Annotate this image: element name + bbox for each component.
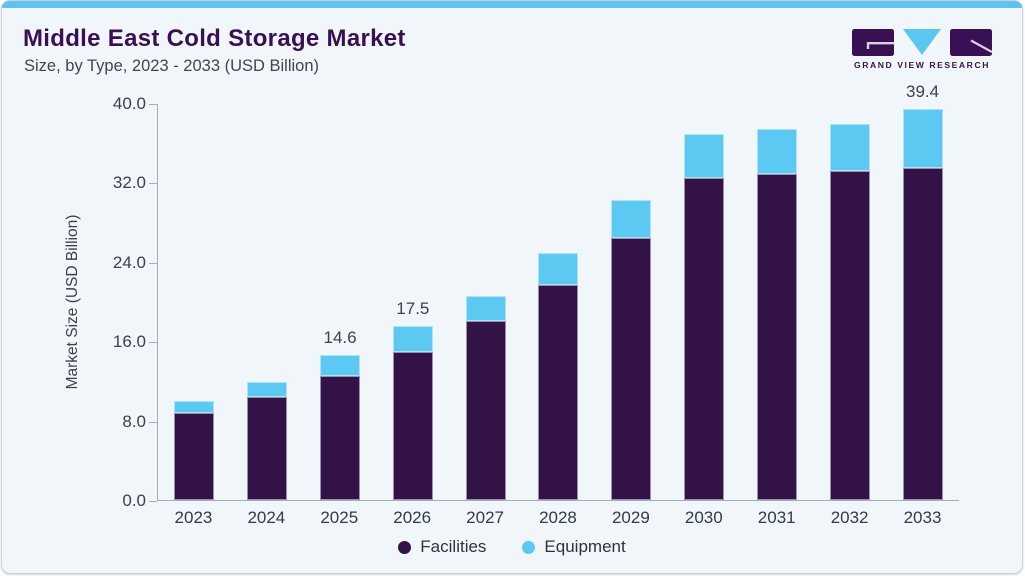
y-tick-label: 32.0 <box>112 173 146 193</box>
gvr-logo-icon <box>852 29 992 56</box>
facilities-segment-2032 <box>829 171 870 500</box>
facilities-segment-2026 <box>392 352 433 500</box>
x-tick-label-2031: 2031 <box>757 508 796 527</box>
bar-2032 <box>829 123 870 500</box>
bar-2028 <box>538 252 579 500</box>
bar-slot-2032 <box>813 104 886 500</box>
y-tick-label: 8.0 <box>122 411 146 431</box>
facilities-segment-2030 <box>684 178 725 500</box>
plot-area: 14.6 17.5 39.4 0.0 8.0 16.0 24.0 32.0 40.0 <box>113 82 959 510</box>
bar-slot-2031 <box>741 104 814 500</box>
y-tick-mark <box>149 421 157 423</box>
facilities-segment-2031 <box>756 174 797 500</box>
page-subtitle: Size, by Type, 2023 - 2033 (USD Billion) <box>24 57 320 75</box>
y-tick-mark <box>149 501 157 502</box>
bar-slot-2033: 39.4 <box>886 82 959 500</box>
bar-value-label-2025: 14.6 <box>323 328 357 348</box>
x-tick-label-2026: 2026 <box>393 508 432 527</box>
grand-view-research-logo: GRAND VIEW RESEARCH <box>852 28 992 70</box>
x-tick-label-2023: 2023 <box>174 508 213 527</box>
y-tick-label: 24.0 <box>112 252 146 272</box>
x-tick-label-2032: 2032 <box>830 508 869 527</box>
equipment-segment-2027 <box>465 295 506 322</box>
bars-container: 14.6 17.5 39.4 <box>158 82 959 500</box>
bar-2024 <box>247 381 288 500</box>
legend-dot-icon <box>398 540 412 554</box>
bar-2025 <box>320 355 361 500</box>
bar-slot-2027 <box>449 104 522 500</box>
bar-slot-2026: 17.5 <box>376 104 449 500</box>
bar-slot-2028 <box>522 104 595 500</box>
bar-value-label-2033: 39.4 <box>905 81 940 101</box>
legend-label: Facilities <box>420 537 487 556</box>
page-title: Middle East Cold Storage Market <box>23 25 406 52</box>
x-tick-label-2030: 2030 <box>684 508 723 527</box>
equipment-segment-2030 <box>684 133 725 179</box>
x-tick-label-2028: 2028 <box>539 508 577 527</box>
y-tick-mark <box>149 262 157 264</box>
legend-dot-icon <box>522 540 536 554</box>
bar-2027 <box>465 295 506 500</box>
bar-slot-2023 <box>158 104 231 500</box>
bar-slot-2024 <box>231 104 304 500</box>
bar-2031 <box>756 128 797 500</box>
y-tick-mark <box>149 342 157 344</box>
y-tick-label: 40.0 <box>112 94 146 113</box>
bar-value-label-2026: 17.5 <box>396 299 430 319</box>
bar-2023 <box>174 400 215 500</box>
bar-slot-2030 <box>668 104 741 500</box>
bar-2030 <box>684 133 725 500</box>
equipment-segment-2032 <box>829 123 870 172</box>
facilities-segment-2027 <box>465 321 506 500</box>
x-tick-label-2025: 2025 <box>320 508 359 527</box>
equipment-segment-2033 <box>902 108 943 168</box>
legend-item-facilities: Facilities <box>398 537 486 557</box>
facilities-segment-2033 <box>902 167 943 500</box>
legend-item-equipment: Equipment <box>522 537 626 557</box>
accent-strip <box>2 1 1022 8</box>
x-tick-label-2024: 2024 <box>247 508 286 527</box>
y-tick-label: 16.0 <box>112 332 146 352</box>
y-tick-label: 0.0 <box>122 491 146 510</box>
bar-2026 <box>392 326 433 500</box>
equipment-segment-2023 <box>174 400 215 413</box>
x-tick-label-2033: 2033 <box>903 508 942 527</box>
bar-2033 <box>902 108 943 500</box>
facilities-segment-2028 <box>538 284 579 500</box>
facilities-segment-2024 <box>247 396 288 500</box>
logo-wordmark: GRAND VIEW RESEARCH <box>854 60 990 70</box>
y-tick-mark <box>149 104 157 105</box>
equipment-segment-2029 <box>611 200 652 238</box>
facilities-segment-2025 <box>320 375 361 500</box>
bar-slot-2025: 14.6 <box>304 104 377 500</box>
chart-legend: Facilities Equipment <box>2 537 1022 557</box>
equipment-segment-2031 <box>756 128 797 175</box>
x-tick-label-2027: 2027 <box>466 508 504 527</box>
y-tick-mark <box>149 183 157 185</box>
legend-label: Equipment <box>544 537 626 556</box>
x-axis-labels: 2023 2024 2025 2026 2027 2028 2029 2030 2031 2032… <box>157 508 959 528</box>
equipment-segment-2028 <box>538 252 579 285</box>
bar-slot-2029 <box>595 104 668 500</box>
equipment-segment-2025 <box>320 355 361 376</box>
facilities-segment-2023 <box>174 412 215 500</box>
equipment-segment-2026 <box>392 326 433 353</box>
facilities-segment-2029 <box>611 237 652 500</box>
bar-2029 <box>611 200 652 500</box>
x-tick-label-2029: 2029 <box>611 508 650 527</box>
y-axis-title: Market Size (USD Billion) <box>64 214 81 390</box>
equipment-segment-2024 <box>247 381 288 397</box>
